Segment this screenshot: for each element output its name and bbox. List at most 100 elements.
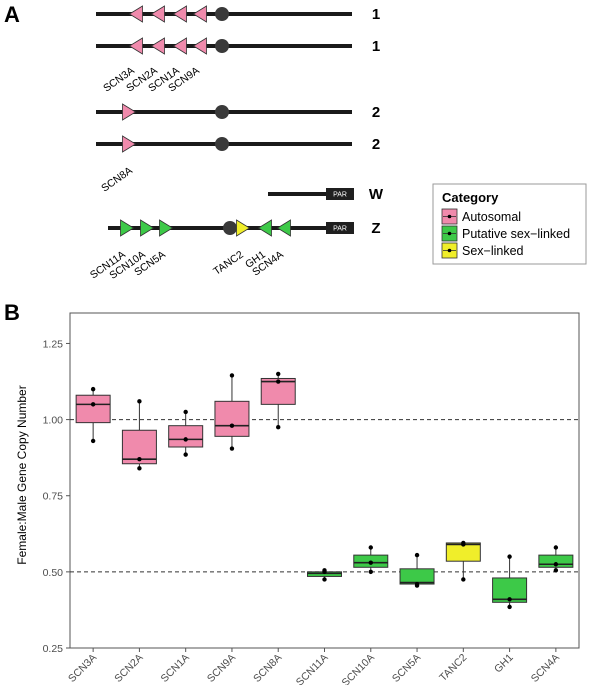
chromosome-number: W xyxy=(369,186,384,203)
gene-marker-scn3a xyxy=(128,37,143,55)
panel-a-label: A xyxy=(4,2,20,27)
centromere xyxy=(223,221,237,235)
data-point xyxy=(461,540,466,546)
centromere xyxy=(215,7,229,21)
box-scn5a xyxy=(399,552,435,588)
gene-marker-tanc2 xyxy=(236,219,251,237)
chromosome-number: 2 xyxy=(372,136,380,153)
data-point xyxy=(90,386,96,392)
data-point xyxy=(368,569,373,575)
data-point xyxy=(276,371,281,377)
legend-title: Category xyxy=(442,190,499,205)
centromere xyxy=(215,137,229,151)
gene-marker-scn1a xyxy=(172,37,187,55)
y-tick-label: 0.50 xyxy=(43,567,64,579)
gene-marker-scn9a xyxy=(192,37,207,55)
data-point xyxy=(183,437,188,442)
gene-labels: SCN3A SCN2A SCN1A SCN9A SCN8A SCN11A SCN… xyxy=(88,65,286,282)
data-point xyxy=(322,577,327,582)
data-point xyxy=(553,545,559,550)
data-point xyxy=(229,446,235,451)
box-tanc2 xyxy=(445,540,481,582)
y-tick-label: 0.25 xyxy=(43,643,64,655)
legend-label: Autosomal xyxy=(462,210,521,224)
legend-swatch-point xyxy=(447,231,452,236)
par-region xyxy=(326,222,354,234)
chromosome-number: 2 xyxy=(372,104,380,121)
data-point xyxy=(507,597,512,602)
data-point xyxy=(553,562,559,567)
x-tick-label: SCN4A xyxy=(529,652,562,685)
gene-marker-scn2a xyxy=(150,5,165,23)
box-scn3a xyxy=(75,386,111,444)
legend-label: Sex−linked xyxy=(462,244,524,258)
data-point xyxy=(229,423,235,428)
par-region xyxy=(326,188,354,200)
chromosome-1-1: 1 xyxy=(96,37,380,55)
x-tick-label: GH1 xyxy=(492,652,516,676)
x-tick-label: SCN10A xyxy=(340,652,377,685)
data-point xyxy=(368,560,373,565)
box-scn8a xyxy=(260,371,296,430)
data-point xyxy=(368,545,373,550)
gene-marker-scn5a xyxy=(159,219,174,237)
gene-marker-scn4a xyxy=(276,219,291,237)
data-point xyxy=(322,568,327,573)
chromosome-1-0: 1 xyxy=(96,5,380,23)
box-scn2a xyxy=(121,399,157,471)
data-point xyxy=(137,399,142,404)
legend-item: Autosomal xyxy=(441,208,521,225)
y-tick-label: 1.00 xyxy=(43,415,64,427)
y-axis-title: Female:Male Gene Copy Number xyxy=(15,385,29,564)
centromere xyxy=(215,105,229,119)
chromosome-w-4: PAR W xyxy=(268,186,384,203)
legend-box xyxy=(432,183,587,265)
gene-marker-scn8a xyxy=(122,103,137,121)
legend-label: Putative sex−linked xyxy=(462,227,570,241)
chromosome-map: 1 1 2 2 PAR W PAR Z xyxy=(96,5,384,237)
panel-b-label: B xyxy=(4,300,20,325)
x-tick-label: SCN2A xyxy=(112,652,145,685)
gene-label-scn8a: SCN8A xyxy=(99,165,135,195)
data-point xyxy=(553,568,559,573)
gene-marker-scn1a xyxy=(172,5,187,23)
data-point xyxy=(461,577,466,582)
par-label: PAR xyxy=(333,226,347,233)
gene-marker-scn2a xyxy=(150,37,165,55)
box-scn10a xyxy=(353,545,389,575)
data-point xyxy=(90,402,96,407)
gene-marker-scn10a xyxy=(140,219,155,237)
par-label: PAR xyxy=(333,192,347,199)
x-tick-label: SCN1A xyxy=(159,652,192,685)
box-scn4a xyxy=(538,545,574,573)
box-iqr xyxy=(168,425,204,448)
box-scn1a xyxy=(168,409,204,457)
gene-marker-scn11a xyxy=(120,219,135,237)
legend-item: Sex−linked xyxy=(441,242,524,259)
legend: Category Autosomal Putative sex−linked Sex… xyxy=(432,183,587,265)
chromosome-number: 1 xyxy=(372,38,380,55)
legend-swatch-point xyxy=(447,214,452,219)
box-iqr xyxy=(214,400,250,437)
data-point xyxy=(414,552,420,558)
data-point xyxy=(137,466,142,471)
chromosome-number: 1 xyxy=(372,6,380,23)
box-gh1 xyxy=(492,554,528,610)
box-plot-chart: 0.25 0.50 0.75 1.00 1.25 SCN3A SCN2A SCN1A SCN9A… xyxy=(43,312,580,685)
centromere xyxy=(215,39,229,53)
y-tick-label: 1.25 xyxy=(43,338,64,350)
x-tick-label: TANC2 xyxy=(437,652,469,684)
data-point xyxy=(276,379,281,384)
gene-marker-gh1 xyxy=(257,219,272,237)
data-point xyxy=(414,581,420,587)
box-scn11a xyxy=(307,568,342,582)
gene-label-tanc2: TANC2 xyxy=(211,249,246,278)
gene-marker-scn8a xyxy=(122,135,137,153)
x-tick-label: SCN9A xyxy=(205,652,238,685)
gene-marker-scn3a xyxy=(128,5,143,23)
box-scn9a xyxy=(214,373,250,451)
x-tick-label: SCN11A xyxy=(294,652,331,685)
gene-marker-scn9a xyxy=(192,5,207,23)
legend-item: Putative sex−linked xyxy=(441,225,570,242)
